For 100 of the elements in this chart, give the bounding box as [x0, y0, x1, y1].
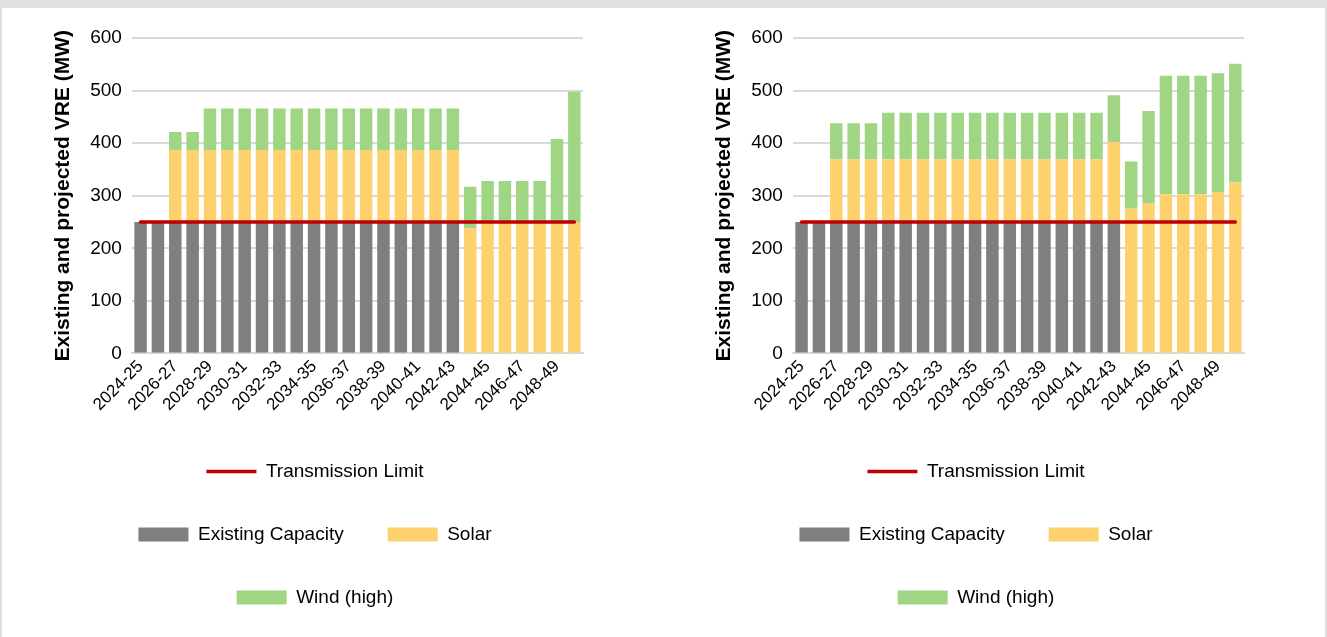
y-tick-label: 600: [90, 26, 122, 48]
bar: [1124, 208, 1138, 353]
y-tick-label: 100: [90, 289, 122, 311]
bar: [186, 132, 199, 150]
bar: [1072, 112, 1086, 160]
bar: [916, 112, 930, 160]
bar: [533, 181, 546, 223]
bar: [882, 159, 895, 223]
bar: [411, 149, 425, 223]
bar: [290, 108, 303, 150]
bar: [273, 108, 286, 150]
bar: [1107, 142, 1121, 223]
bar: [342, 222, 356, 353]
bar: [951, 159, 964, 223]
bar: [169, 222, 182, 353]
bar: [847, 222, 860, 353]
y-tick-label: 0: [772, 341, 783, 363]
y-tick-label: 600: [751, 26, 783, 48]
bar: [899, 222, 912, 353]
legend-label: Wind (high): [296, 585, 394, 607]
bar: [221, 149, 234, 223]
bar: [186, 149, 199, 223]
bar: [986, 222, 999, 353]
bar: [1159, 75, 1173, 195]
bar: [1055, 112, 1069, 160]
bar: [847, 159, 860, 223]
bar: [203, 108, 217, 150]
bar: [498, 222, 512, 353]
bar: [1194, 194, 1207, 353]
y-tick-label: 400: [751, 131, 783, 153]
legend-label: Solar: [1108, 522, 1154, 544]
bar: [1107, 222, 1121, 353]
bar: [1159, 194, 1173, 353]
bar: [377, 149, 390, 223]
bar: [1194, 75, 1207, 195]
bar: [394, 222, 408, 353]
bar: [481, 222, 494, 353]
bar: [899, 159, 912, 223]
bar: [169, 149, 182, 223]
bar: [411, 222, 425, 353]
bar: [1177, 75, 1190, 195]
bar: [1003, 112, 1017, 160]
y-tick-label: 200: [90, 236, 122, 258]
bar: [568, 91, 581, 223]
bar: [359, 149, 373, 223]
bar: [516, 181, 529, 223]
bar: [377, 108, 390, 150]
bar: [1124, 161, 1138, 209]
bar: [533, 222, 546, 353]
bar: [882, 222, 895, 353]
bar: [203, 149, 217, 223]
bar: [429, 108, 442, 150]
bar: [1090, 159, 1103, 223]
bar: [1003, 222, 1017, 353]
bar: [307, 149, 321, 223]
bar: [1211, 73, 1225, 193]
bar: [238, 108, 251, 150]
bar: [864, 123, 878, 160]
bar: [916, 222, 930, 353]
bar: [446, 108, 460, 150]
bar: [968, 222, 982, 353]
bar: [864, 222, 878, 353]
bar: [429, 222, 442, 353]
bar: [916, 159, 930, 223]
bar: [394, 108, 408, 150]
bar: [290, 222, 303, 353]
bar: [1090, 112, 1103, 160]
legend-label: Existing Capacity: [858, 522, 1006, 544]
bar: [1055, 222, 1069, 353]
bar: [968, 112, 982, 160]
bar: [1072, 159, 1086, 223]
bar: [882, 112, 895, 160]
y-tick-label: 500: [90, 78, 122, 100]
bar: [307, 108, 321, 150]
bar: [238, 222, 251, 353]
bar: [1020, 222, 1034, 353]
bar: [1038, 222, 1051, 353]
legend-label: Transmission Limit: [265, 459, 425, 481]
bar: [899, 112, 912, 160]
bar: [255, 108, 269, 150]
bar: [446, 222, 460, 353]
bar: [134, 222, 147, 353]
bar: [1142, 203, 1155, 353]
bar: [847, 123, 860, 160]
bar: [446, 149, 460, 223]
bar: [186, 222, 199, 353]
bar: [1072, 222, 1086, 353]
bar: [1229, 182, 1242, 353]
bar: [1090, 222, 1103, 353]
bar: [273, 222, 286, 353]
bar: [238, 149, 251, 223]
bar: [359, 222, 373, 353]
bar: [342, 108, 356, 150]
bar: [951, 222, 964, 353]
bar: [307, 222, 321, 353]
legend-label: Existing Capacity: [197, 522, 345, 544]
bar: [951, 112, 964, 160]
bar: [221, 108, 234, 150]
legend-label: Solar: [447, 522, 493, 544]
bar: [1142, 111, 1155, 204]
